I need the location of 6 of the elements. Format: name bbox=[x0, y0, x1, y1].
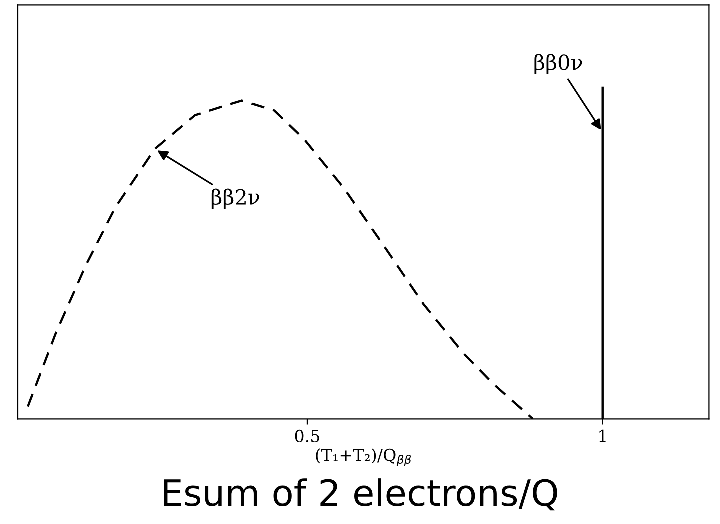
x-axis-title: (T₁+T₂)/Q$_{ββ}$ bbox=[316, 448, 412, 466]
x-tick-label: 0.5 bbox=[295, 430, 320, 443]
x-tick-label: 1 bbox=[600, 430, 606, 442]
annotation: ββ2ν bbox=[212, 188, 260, 210]
text: Esum of 2 electrons/Q bbox=[164, 478, 558, 511]
ref-line-label: ββ0ν bbox=[534, 54, 582, 74]
